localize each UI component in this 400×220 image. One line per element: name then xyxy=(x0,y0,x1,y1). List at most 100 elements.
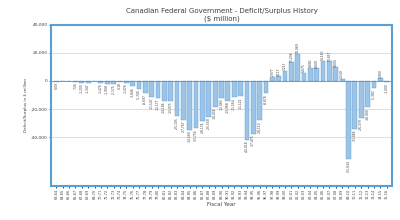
Text: -33,886: -33,886 xyxy=(353,129,357,141)
Text: -12,083: -12,083 xyxy=(220,99,224,110)
Bar xyxy=(289,62,294,81)
Title: Canadian Federal Government - Deficit/Surplus History
($ million): Canadian Federal Government - Deficit/Su… xyxy=(126,8,318,22)
Bar xyxy=(257,81,262,120)
Bar xyxy=(124,81,129,83)
Text: -1,000: -1,000 xyxy=(384,83,388,93)
Bar xyxy=(111,81,116,84)
Bar xyxy=(244,81,249,140)
Bar xyxy=(213,81,218,107)
Text: -609: -609 xyxy=(54,82,58,90)
Bar xyxy=(200,81,205,121)
Bar xyxy=(346,81,351,159)
Bar xyxy=(73,81,78,82)
Bar xyxy=(238,81,243,97)
Bar xyxy=(226,81,230,101)
Bar xyxy=(162,81,167,101)
Text: 9,600: 9,600 xyxy=(334,58,338,67)
Bar xyxy=(340,79,344,81)
Bar xyxy=(143,81,148,93)
Text: -726: -726 xyxy=(74,82,78,89)
Bar xyxy=(98,81,103,83)
Bar xyxy=(232,81,236,97)
Text: -5,382: -5,382 xyxy=(372,89,376,99)
Bar xyxy=(149,81,154,97)
Text: -14,186: -14,186 xyxy=(162,101,166,113)
Bar xyxy=(302,73,306,81)
X-axis label: Fiscal Year: Fiscal Year xyxy=(207,202,236,207)
Bar xyxy=(105,81,110,84)
Bar xyxy=(334,67,338,81)
Bar xyxy=(359,81,364,118)
Text: 1,900: 1,900 xyxy=(378,69,382,77)
Bar xyxy=(378,78,383,81)
Bar xyxy=(314,68,319,81)
Bar xyxy=(175,81,180,116)
Text: 2,977: 2,977 xyxy=(270,67,274,76)
Bar xyxy=(327,61,332,81)
Text: -11,547: -11,547 xyxy=(150,98,154,109)
Text: 13,208: 13,208 xyxy=(289,51,293,62)
Bar xyxy=(54,81,59,82)
Bar xyxy=(80,81,84,82)
Bar xyxy=(295,54,300,81)
Text: 1,549: 1,549 xyxy=(340,69,344,78)
Bar xyxy=(270,77,275,81)
Text: -2,175: -2,175 xyxy=(112,84,116,94)
Text: -5,740: -5,740 xyxy=(137,90,141,99)
Text: -12,177: -12,177 xyxy=(156,99,160,110)
Bar xyxy=(264,81,268,93)
Text: -25,105: -25,105 xyxy=(175,117,179,129)
Text: -27,767: -27,767 xyxy=(182,121,186,132)
Text: -1,908: -1,908 xyxy=(105,84,109,94)
Text: 3,117: 3,117 xyxy=(277,67,281,76)
Bar xyxy=(283,71,287,81)
Text: -13,968: -13,968 xyxy=(226,101,230,113)
Text: 13,837: 13,837 xyxy=(328,50,332,61)
Bar xyxy=(156,81,160,98)
Text: -42,018: -42,018 xyxy=(245,141,249,152)
Text: 8,949: 8,949 xyxy=(315,59,319,68)
Bar xyxy=(251,81,256,134)
Y-axis label: Deficit/Surplus in $ million: Deficit/Surplus in $ million xyxy=(24,79,28,132)
Text: -1,476: -1,476 xyxy=(99,84,103,93)
Text: 9,081: 9,081 xyxy=(308,59,312,67)
Text: -26,379: -26,379 xyxy=(359,119,363,130)
Text: -33,754: -33,754 xyxy=(194,129,198,141)
Bar xyxy=(321,61,326,81)
Text: -18,434: -18,434 xyxy=(213,107,217,119)
Text: -8,878: -8,878 xyxy=(264,94,268,104)
Text: -13,975: -13,975 xyxy=(169,101,173,113)
Bar xyxy=(308,68,313,81)
Text: -28,110: -28,110 xyxy=(258,121,262,133)
Text: -1,200: -1,200 xyxy=(80,83,84,93)
Bar xyxy=(219,81,224,98)
Bar xyxy=(136,81,141,89)
Bar xyxy=(187,81,192,130)
Text: -28,174: -28,174 xyxy=(200,121,204,133)
Text: -55,634: -55,634 xyxy=(346,160,350,172)
Text: 18,969: 18,969 xyxy=(296,43,300,53)
Bar xyxy=(181,81,186,120)
Text: -37,476: -37,476 xyxy=(251,134,255,146)
Text: -11,564: -11,564 xyxy=(232,98,236,110)
Text: -1,347: -1,347 xyxy=(86,83,90,93)
Bar xyxy=(86,81,90,83)
Bar xyxy=(276,76,281,81)
Text: 7,217: 7,217 xyxy=(283,62,287,70)
Bar xyxy=(365,81,370,107)
Text: -18,900: -18,900 xyxy=(366,108,370,120)
Bar xyxy=(130,81,135,86)
Text: -34,560: -34,560 xyxy=(188,130,192,142)
Bar xyxy=(194,81,198,128)
Bar xyxy=(372,81,376,88)
Bar xyxy=(352,81,357,128)
Bar xyxy=(118,81,122,82)
Text: -3,846: -3,846 xyxy=(131,87,135,97)
Text: 14,180: 14,180 xyxy=(321,50,325,60)
Text: -8,697: -8,697 xyxy=(143,94,147,104)
Bar xyxy=(384,81,389,82)
Text: -11,122: -11,122 xyxy=(238,97,242,109)
Bar xyxy=(168,81,173,101)
Bar xyxy=(206,81,211,117)
Text: -1,476: -1,476 xyxy=(124,84,128,93)
